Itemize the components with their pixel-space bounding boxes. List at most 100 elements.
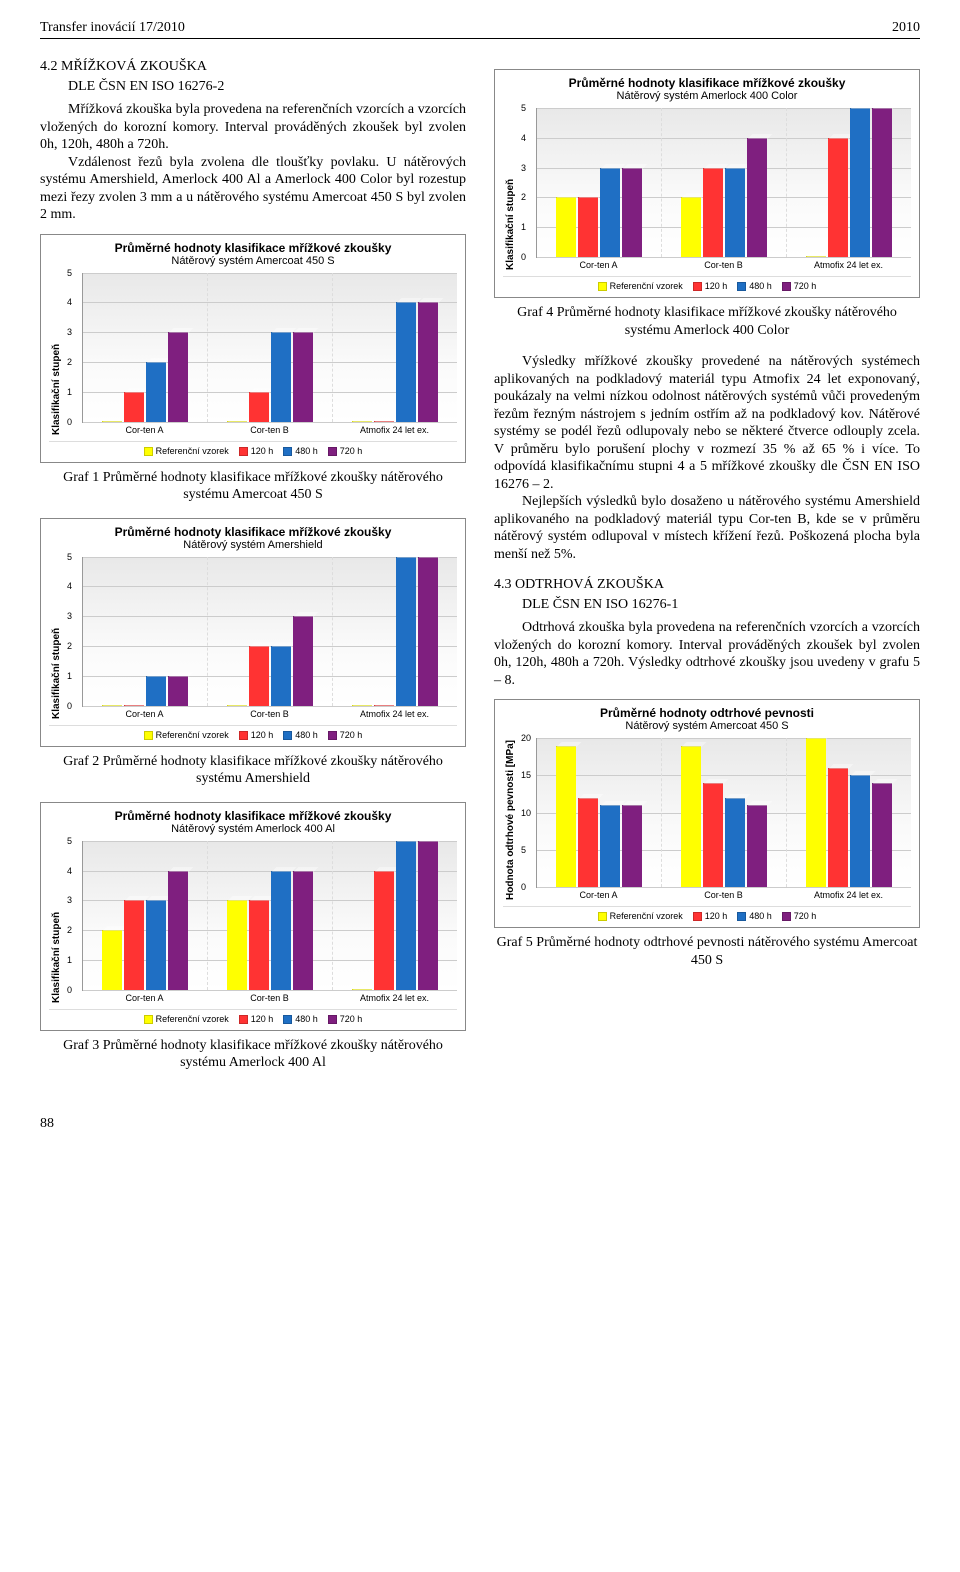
gridline (537, 887, 911, 888)
caption-graf4: Graf 4 Průměrné hodnoty klasifikace mříž… (494, 304, 920, 339)
y-tick-label: 1 (67, 387, 72, 397)
chart-graf4: Průměrné hodnoty klasifikace mřížkové zk… (494, 69, 920, 298)
bar (828, 768, 848, 887)
bar-group (537, 738, 662, 887)
legend-swatch (598, 282, 607, 291)
y-tick-label: 4 (521, 133, 526, 143)
bar (168, 676, 188, 706)
legend-swatch (283, 1015, 292, 1024)
legend-item: 120 h (239, 730, 274, 740)
gridline (83, 990, 457, 991)
bar-group (208, 557, 333, 706)
x-category-label: Cor-ten A (82, 709, 207, 719)
y-tick-label: 0 (67, 417, 72, 427)
bar-group (787, 738, 911, 887)
x-category-label: Cor-ten B (207, 709, 332, 719)
y-tick-label: 3 (67, 611, 72, 621)
bar (725, 798, 745, 887)
section-4-2-para1: Mřížková zkouška byla provedena na refer… (40, 101, 466, 154)
legend-swatch (239, 447, 248, 456)
legend-item: 120 h (239, 446, 274, 456)
bar (146, 362, 166, 422)
y-tick-label: 4 (67, 581, 72, 591)
y-axis-label: Klasifikační stupeň (49, 841, 64, 1003)
legend-swatch (144, 731, 153, 740)
y-tick-label: 0 (521, 882, 526, 892)
chart-title: Průměrné hodnoty klasifikace mřížkové zk… (503, 76, 911, 90)
bar (600, 168, 620, 257)
y-tick-label: 15 (521, 770, 531, 780)
chart-graf1: Průměrné hodnoty klasifikace mřížkové zk… (40, 234, 466, 463)
y-tick-label: 1 (521, 222, 526, 232)
legend-item: 480 h (737, 281, 772, 291)
gridline (83, 422, 457, 423)
bar (124, 392, 144, 422)
bar (418, 841, 438, 990)
legend-item: 120 h (693, 281, 728, 291)
x-category-label: Atmofix 24 let ex. (332, 709, 457, 719)
y-tick-label: 3 (67, 895, 72, 905)
y-tick-label: 0 (67, 701, 72, 711)
legend-item: Referenční vzorek (144, 446, 229, 456)
bar (600, 805, 620, 887)
chart-title: Průměrné hodnoty klasifikace mřížkové zk… (49, 809, 457, 823)
chart-subtitle: Nátěrový systém Amershield (49, 539, 457, 551)
bar (271, 646, 291, 706)
caption-graf3: Graf 3 Průměrné hodnoty klasifikace mříž… (40, 1037, 466, 1072)
page-header: Transfer inovácií 17/2010 2010 (40, 20, 920, 39)
bar (102, 705, 122, 706)
bar (747, 138, 767, 257)
chart-graf2: Průměrné hodnoty klasifikace mřížkové zk… (40, 518, 466, 747)
y-axis-label: Klasifikační stupeň (49, 557, 64, 719)
bar (271, 871, 291, 990)
legend-swatch (328, 1015, 337, 1024)
caption-graf2: Graf 2 Průměrné hodnoty klasifikace mříž… (40, 753, 466, 788)
bar (227, 900, 247, 989)
legend-swatch (693, 912, 702, 921)
bar (622, 168, 642, 257)
bar (556, 197, 576, 257)
plot-canvas: 012345 (536, 108, 911, 258)
y-tick-label: 3 (521, 163, 526, 173)
y-axis-label: Klasifikační stupeň (503, 108, 518, 270)
bar (102, 930, 122, 990)
bar-group (208, 273, 333, 422)
bar (249, 900, 269, 989)
legend-swatch (782, 282, 791, 291)
legend-item: 720 h (782, 281, 817, 291)
y-tick-label: 5 (521, 845, 526, 855)
y-tick-label: 1 (67, 671, 72, 681)
legend-item: 720 h (328, 730, 363, 740)
chart-graf5: Průměrné hodnoty odtrhové pevnostiNátěro… (494, 699, 920, 928)
legend-swatch (144, 447, 153, 456)
chart-title: Průměrné hodnoty odtrhové pevnosti (503, 706, 911, 720)
y-axis-label: Hodnota odtrhové pevnosti [MPa] (503, 738, 518, 900)
legend-item: 120 h (693, 911, 728, 921)
legend-item: 480 h (283, 446, 318, 456)
chart-subtitle: Nátěrový systém Amercoat 450 S (503, 720, 911, 732)
bar (352, 705, 372, 706)
chart-title: Průměrné hodnoty klasifikace mřížkové zk… (49, 241, 457, 255)
x-category-label: Atmofix 24 let ex. (786, 890, 911, 900)
bar (418, 557, 438, 706)
bar (352, 989, 372, 990)
bar-group (83, 841, 208, 990)
y-tick-label: 20 (521, 733, 531, 743)
legend-swatch (598, 912, 607, 921)
bar (747, 805, 767, 887)
y-tick-label: 5 (67, 268, 72, 278)
bar-group (787, 108, 911, 257)
legend-swatch (782, 912, 791, 921)
caption-graf5: Graf 5 Průměrné hodnoty odtrhové pevnost… (494, 934, 920, 969)
chart-subtitle: Nátěrový systém Amerlock 400 Color (503, 90, 911, 102)
bar (227, 421, 247, 422)
bar (271, 332, 291, 421)
legend-swatch (144, 1015, 153, 1024)
left-column: 4.2 MŘÍŽKOVÁ ZKOUŠKA DLE ČSN EN ISO 1627… (40, 59, 466, 1086)
bar (681, 197, 701, 257)
bar (227, 705, 247, 706)
bar (828, 138, 848, 257)
x-category-label: Cor-ten B (207, 425, 332, 435)
plot-canvas: 012345 (82, 841, 457, 991)
legend-item: Referenční vzorek (598, 281, 683, 291)
